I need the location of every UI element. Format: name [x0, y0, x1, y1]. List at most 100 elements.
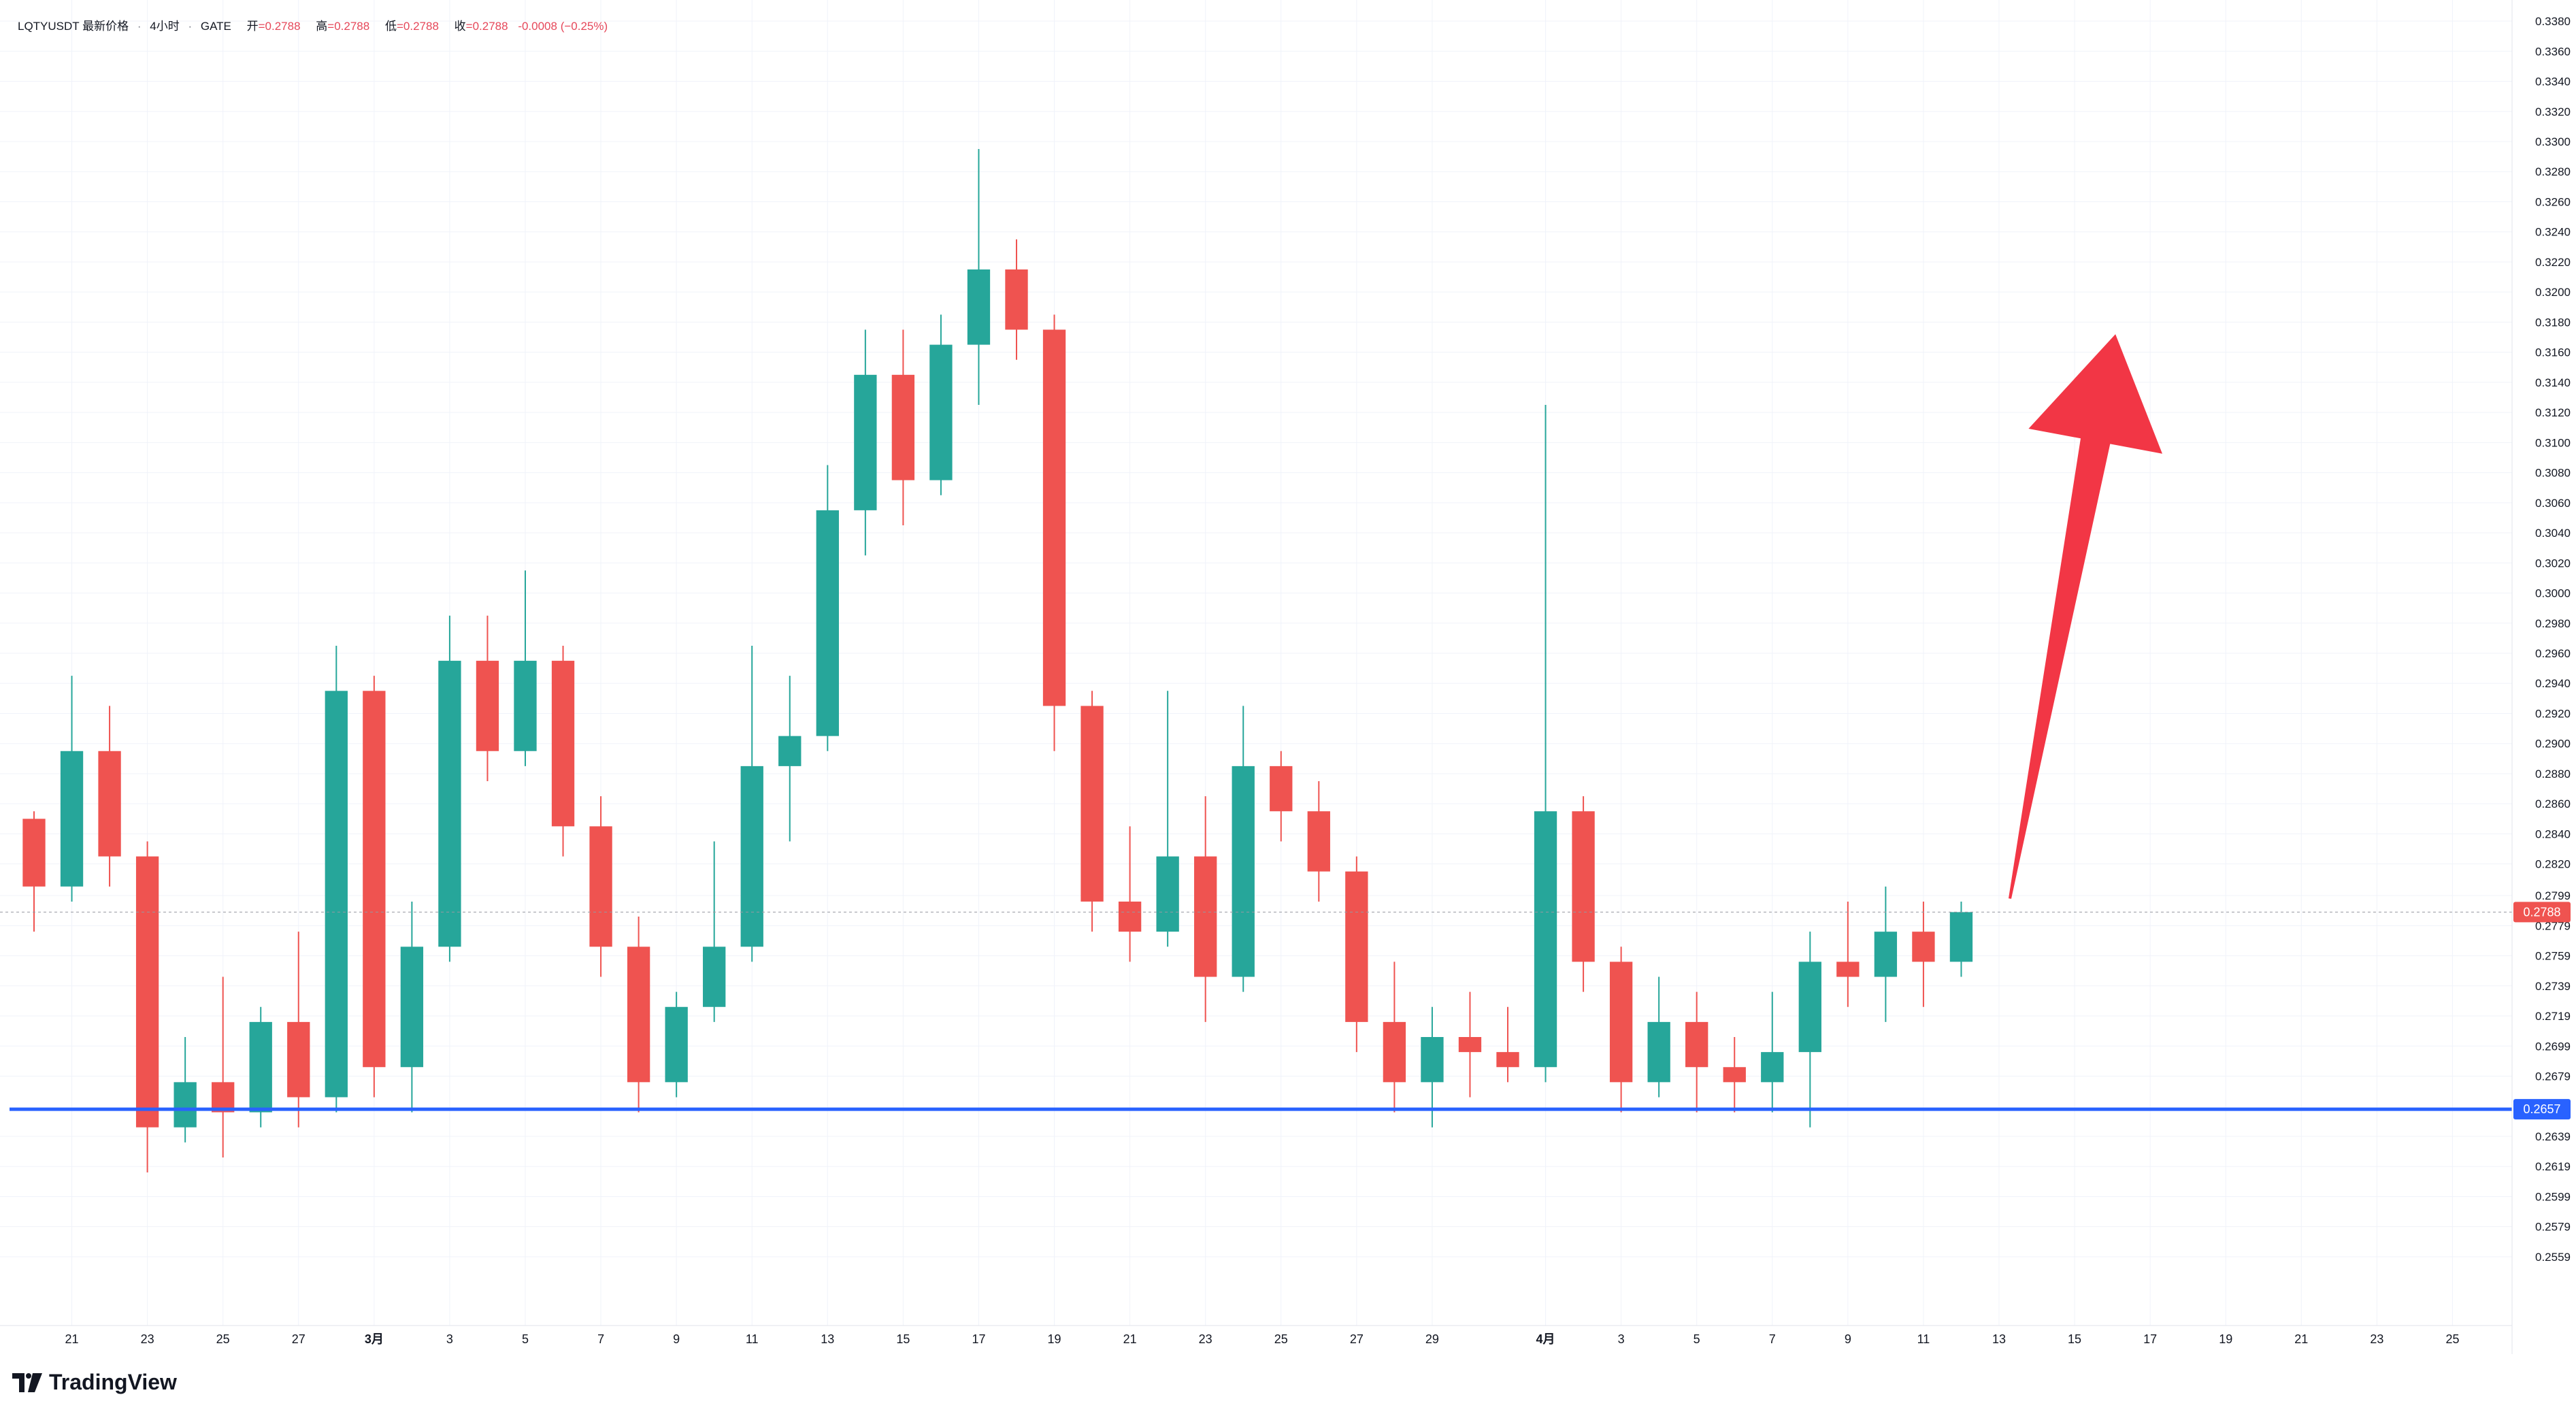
- y-tick-label: 0.2699: [2535, 1040, 2571, 1053]
- y-tick-label: 0.3100: [2535, 436, 2571, 449]
- candle-body: [1534, 811, 1557, 1068]
- x-tick-label: 15: [896, 1332, 910, 1346]
- grid-lines: [0, 0, 2512, 1326]
- y-tick-label: 0.3220: [2535, 256, 2571, 269]
- y-tick-label: 0.2840: [2535, 827, 2571, 840]
- high-label: 高: [316, 20, 328, 33]
- candle-body: [287, 1021, 310, 1098]
- high-value: =0.2788: [327, 20, 370, 33]
- candle-body: [363, 691, 386, 1068]
- x-tick-label: 27: [292, 1332, 306, 1346]
- x-tick-label: 23: [141, 1332, 154, 1346]
- x-tick-label: 19: [2219, 1332, 2232, 1346]
- x-tick-label: 21: [2294, 1332, 2308, 1346]
- y-tick-label: 0.2779: [2535, 919, 2571, 932]
- y-tick-label: 0.3380: [2535, 15, 2571, 28]
- exchange-label: GATE: [200, 20, 231, 33]
- candle-body: [627, 947, 650, 1083]
- y-tick-label: 0.2980: [2535, 617, 2571, 630]
- candle-body: [212, 1082, 235, 1113]
- up-arrow-annotation[interactable]: [2009, 334, 2162, 899]
- y-tick-label: 0.2759: [2535, 950, 2571, 963]
- last-price-value: 0.2788: [2523, 905, 2560, 919]
- low-value: =0.2788: [396, 20, 439, 33]
- interval-label[interactable]: 4小时: [150, 20, 180, 33]
- x-tick-label: 17: [2143, 1332, 2157, 1346]
- y-tick-label: 0.2619: [2535, 1160, 2571, 1173]
- x-tick-label: 3: [1618, 1332, 1625, 1346]
- candle-body: [778, 736, 802, 766]
- x-tick-label: 13: [1992, 1332, 2006, 1346]
- candle-body: [1912, 932, 1935, 962]
- candle-body: [665, 1006, 688, 1083]
- candle-body: [476, 661, 499, 751]
- y-tick-label: 0.3140: [2535, 376, 2571, 389]
- candle-body: [1080, 706, 1104, 902]
- candle-body: [740, 766, 763, 947]
- x-tick-label: 19: [1048, 1332, 1061, 1346]
- candle-body: [1345, 871, 1368, 1022]
- candle-body: [325, 691, 348, 1098]
- y-tick-label: 0.2739: [2535, 980, 2571, 993]
- symbol-name[interactable]: LQTYUSDT: [18, 20, 80, 33]
- y-tick-label: 0.2860: [2535, 798, 2571, 810]
- y-tick-label: 0.2799: [2535, 889, 2571, 902]
- y-tick-label: 0.2940: [2535, 677, 2571, 690]
- support-price-box: [2513, 1099, 2571, 1120]
- x-tick-label: 7: [1769, 1332, 1776, 1346]
- low-label: 低: [384, 20, 397, 33]
- candle-body: [1042, 329, 1066, 706]
- candle-body: [1949, 912, 1973, 962]
- y-tick-label: 0.2920: [2535, 707, 2571, 720]
- open-value: =0.2788: [258, 20, 301, 33]
- x-tick-label: 29: [1425, 1332, 1439, 1346]
- y-tick-label: 0.2880: [2535, 768, 2571, 780]
- candle-body: [1685, 1021, 1708, 1068]
- candle-body: [514, 661, 537, 751]
- x-tick-label: 23: [2370, 1332, 2383, 1346]
- time-axis[interactable]: 21 23 25 27 3月 3 5 7 9 11 13 15 17 19 21 23 25 27 29 4月 3 5 7 9…: [65, 1332, 2460, 1346]
- x-tick-label: 9: [673, 1332, 680, 1346]
- candle-body: [1836, 961, 1860, 977]
- y-tick-label: 0.3120: [2535, 406, 2571, 419]
- x-tick-label: 5: [522, 1332, 529, 1346]
- y-tick-label: 0.3260: [2535, 195, 2571, 208]
- tradingview-brand[interactable]: TradingView: [12, 1370, 177, 1395]
- y-tick-label: 0.3080: [2535, 467, 2571, 480]
- candle-body: [1761, 1052, 1784, 1083]
- last-price-box: [2513, 902, 2571, 923]
- legend-separator: ·: [188, 20, 193, 33]
- y-tick-label: 0.3020: [2535, 557, 2571, 570]
- candle-body: [967, 269, 991, 345]
- candle-body: [438, 661, 461, 947]
- x-tick-label: 5: [1694, 1332, 1700, 1346]
- candle-body: [22, 819, 46, 887]
- candle-body: [1496, 1052, 1519, 1068]
- y-tick-label: 0.2900: [2535, 738, 2571, 751]
- candle-body: [703, 947, 726, 1007]
- candle-body: [1723, 1067, 1746, 1083]
- tradingview-logo-icon: [12, 1372, 42, 1392]
- y-tick-label: 0.2679: [2535, 1070, 2571, 1083]
- candle-body: [1798, 961, 1821, 1053]
- candle-body: [854, 374, 877, 510]
- y-tick-label: 0.2639: [2535, 1130, 2571, 1143]
- y-tick-label: 0.3320: [2535, 105, 2571, 118]
- y-tick-label: 0.2820: [2535, 858, 2571, 871]
- candle-body: [1421, 1037, 1444, 1083]
- close-value: =0.2788: [465, 20, 508, 33]
- x-tick-label: 4月: [1536, 1332, 1555, 1346]
- candle-body: [1609, 961, 1633, 1083]
- y-tick-label: 0.3200: [2535, 286, 2571, 299]
- x-tick-label: 25: [2445, 1332, 2459, 1346]
- candle-body: [1307, 811, 1330, 872]
- change-value: -0.0008 (−0.25%): [518, 20, 608, 33]
- price-axis[interactable]: 0.3380 0.3360 0.3340 0.3320 0.3300 0.3280 0.32…: [2535, 15, 2571, 1264]
- candle-body: [929, 344, 953, 480]
- candle-body: [60, 751, 84, 887]
- x-tick-label: 17: [972, 1332, 985, 1346]
- legend-separator: ·: [137, 20, 142, 33]
- symbol-legend: LQTYUSDT 最新价格 · 4小时 · GATE 开=0.2788 高=0.…: [18, 16, 608, 33]
- y-tick-label: 0.3300: [2535, 135, 2571, 148]
